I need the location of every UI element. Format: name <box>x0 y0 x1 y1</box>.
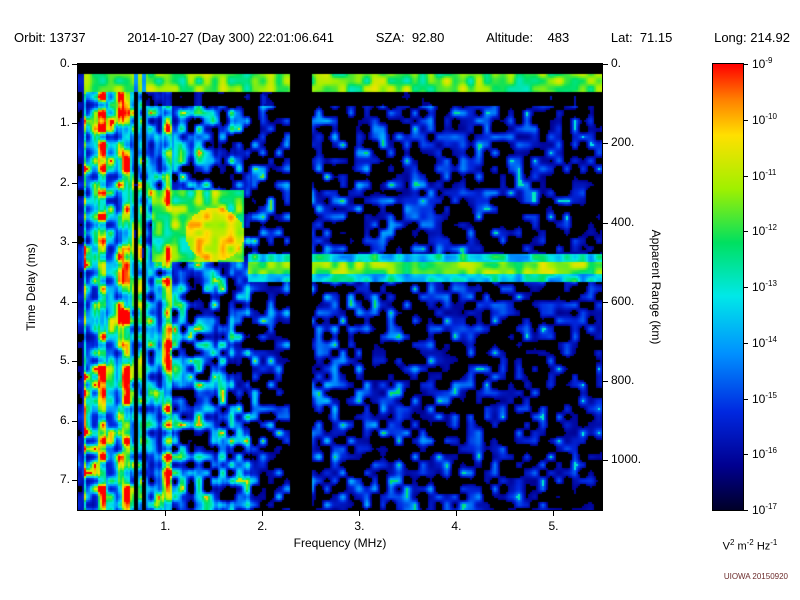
colorbar-tick-label: 10-10 <box>752 111 777 127</box>
spectrogram-canvas <box>78 64 602 510</box>
y-tick-label: 3. <box>59 234 70 249</box>
colorbar-tick-mark <box>743 398 748 400</box>
header-segment: Long: 214.92 <box>714 30 790 45</box>
y-tick-label: 2. <box>59 174 70 189</box>
y2-tick-mark <box>602 64 608 65</box>
header-segment: SZA: 92.80 <box>375 30 445 45</box>
y-axis-label-time-delay: Time Delay (ms) <box>24 243 38 331</box>
spectrogram-plot <box>77 63 603 511</box>
x-tick-label: 2. <box>257 519 268 533</box>
header-segment: Orbit: 13737 <box>14 30 86 45</box>
colorbar-units-label: V2 m-2 Hz-1 <box>722 538 778 553</box>
header-segment: 2014-10-27 (Day 300) 22:01:06.641 <box>127 30 334 45</box>
colorbar-tick-mark <box>743 231 748 233</box>
header-info: Orbit: 13737 2014-10-27 (Day 300) 22:01:0… <box>14 30 790 45</box>
y2-tick-label: 1000. <box>611 452 642 467</box>
header-segment: Altitude: 483 <box>486 30 570 45</box>
y-tick-mark <box>72 182 78 184</box>
colorbar-tick-mark <box>743 454 748 456</box>
y-tick-mark <box>72 301 78 303</box>
y-tick-label: 5. <box>59 353 70 368</box>
x-tick-mark <box>456 510 458 516</box>
y-tick-mark <box>72 242 78 244</box>
y-tick-label: 6. <box>59 412 70 427</box>
y2-tick-label: 800. <box>611 373 635 388</box>
colorbar-tick-mark <box>743 64 748 65</box>
y-tick-label: 4. <box>59 293 70 308</box>
colorbar-tick-mark <box>743 175 748 177</box>
x-tick-mark <box>553 510 555 516</box>
colorbar-tick-label: 10-12 <box>752 223 777 239</box>
credit-stamp: UIOWA 20150920 <box>723 572 788 581</box>
x-tick-mark <box>359 510 361 516</box>
y2-tick-label: 0. <box>611 56 622 70</box>
x-tick-label: 4. <box>451 519 462 533</box>
x-tick-label: 3. <box>354 519 365 533</box>
colorbar-tick-mark <box>743 510 748 511</box>
colorbar-tick-mark <box>743 287 748 288</box>
x-tick-label: 1. <box>160 519 171 533</box>
colorbar-tick-label: 10-15 <box>752 390 777 406</box>
y2-tick-mark <box>602 143 608 145</box>
colorbar-tick-label: 10-9 <box>752 56 773 71</box>
y2-tick-label: 600. <box>611 293 635 308</box>
y-tick-label: 7. <box>59 472 70 487</box>
y2-axis-label-apparent-range: Apparent Range (km) <box>649 229 663 345</box>
x-tick-mark <box>165 510 167 516</box>
y2-tick-mark <box>602 301 608 303</box>
y-tick-mark <box>72 361 78 363</box>
y-tick-mark <box>72 420 78 422</box>
colorbar-tick-label: 10-17 <box>752 502 777 517</box>
x-tick-label: 5. <box>548 519 559 533</box>
y-tick-label: 0. <box>59 56 70 70</box>
x-axis-label-frequency: Frequency (MHz) <box>293 536 387 550</box>
colorbar-tick-label: 10-11 <box>752 167 777 183</box>
y-tick-label: 1. <box>59 115 70 130</box>
colorbar-tick-label: 10-13 <box>752 279 777 294</box>
colorbar-tick-mark <box>743 342 748 344</box>
colorbar-tick-label: 10-16 <box>752 446 777 462</box>
colorbar-tick-label: 10-14 <box>752 334 777 350</box>
y-tick-mark <box>72 480 78 482</box>
y2-tick-label: 400. <box>611 214 635 229</box>
y2-tick-mark <box>602 222 608 224</box>
y-tick-mark <box>72 64 78 65</box>
y2-tick-label: 200. <box>611 135 635 150</box>
y-tick-mark <box>72 123 78 125</box>
header-segment: Lat: 71.15 <box>610 30 673 45</box>
y2-tick-mark <box>602 460 608 462</box>
x-tick-mark <box>262 510 264 516</box>
colorbar-tick-mark <box>743 119 748 121</box>
y2-tick-mark <box>602 381 608 383</box>
colorbar <box>712 63 744 511</box>
